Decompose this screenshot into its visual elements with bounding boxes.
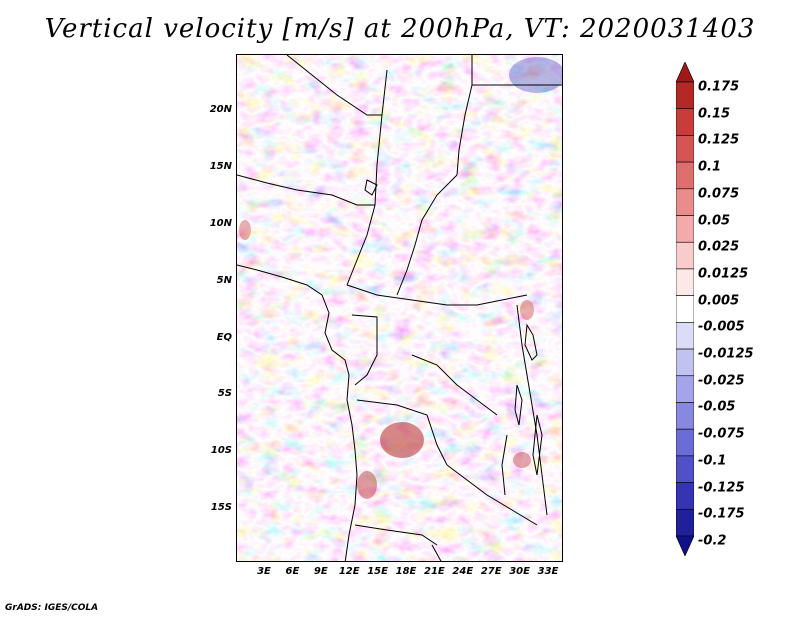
lat-label: 5S xyxy=(217,388,232,399)
convection-core xyxy=(513,452,531,468)
colorbar-swatch xyxy=(676,268,694,296)
lon-label: 6E xyxy=(285,566,300,577)
country-border xyxy=(501,434,508,496)
colorbar-tick-label: 0.1 xyxy=(698,159,722,175)
lon-label: 9E xyxy=(313,566,328,577)
boundaries xyxy=(237,55,562,561)
colorbar-tick-label: -0.2 xyxy=(698,533,727,549)
lon-label: 3E xyxy=(257,566,271,577)
colorbar xyxy=(676,62,694,556)
colorbar-tick-label: 0.075 xyxy=(698,186,740,202)
colorbar-tick-label: -0.005 xyxy=(698,319,745,335)
colorbar-swatch xyxy=(676,402,694,430)
colorbar-tick-label: 0.05 xyxy=(698,213,731,229)
country-border xyxy=(237,174,375,206)
lon-label: 12E xyxy=(338,566,360,577)
convection-core xyxy=(239,220,251,240)
lat-label: 10S xyxy=(210,445,232,456)
colorbar-tick-label: 0.0125 xyxy=(698,266,749,282)
country-border xyxy=(286,55,382,116)
colorbar-tick-label: -0.05 xyxy=(698,399,736,415)
lat-label: 15S xyxy=(210,502,232,513)
lat-label: 5N xyxy=(216,275,232,286)
field-background xyxy=(237,55,562,561)
colorbar-swatch xyxy=(676,322,694,350)
map-panel[interactable] xyxy=(236,54,563,562)
coastline xyxy=(237,264,358,561)
colorbar-swatch xyxy=(676,215,694,243)
country-border xyxy=(356,399,448,466)
colorbar-tick-label: 0.175 xyxy=(698,79,740,95)
country-border xyxy=(346,284,528,306)
lon-label: 21E xyxy=(424,566,445,577)
colorbar-tick-label: 0.15 xyxy=(698,106,731,122)
colorbar-swatch xyxy=(676,508,694,537)
colorbar-tick-label: -0.0125 xyxy=(698,346,754,362)
colorbar-tick-label: 0.025 xyxy=(698,239,740,255)
colorbar-tick-label: 0.005 xyxy=(698,293,740,309)
country-border xyxy=(351,314,378,386)
lon-label: 30E xyxy=(509,566,530,577)
lake-outline xyxy=(364,179,378,196)
colorbar-swatch xyxy=(676,241,694,270)
lake-outline xyxy=(532,414,543,476)
lon-label: 15E xyxy=(367,566,388,577)
colorbar-tick-label: -0.025 xyxy=(698,373,745,389)
colorbar-swatch xyxy=(676,535,694,556)
colorbar-tick-label: -0.125 xyxy=(698,480,745,496)
colorbar-swatch xyxy=(676,428,694,457)
convection-core xyxy=(380,422,424,458)
lake-outline xyxy=(514,384,523,426)
colorbar-swatch xyxy=(676,188,694,216)
colorbar-swatch xyxy=(676,161,694,190)
colorbar-tick-label: -0.075 xyxy=(698,426,745,442)
lat-label: EQ xyxy=(216,332,232,343)
country-border xyxy=(411,354,498,416)
lake-outline xyxy=(524,323,538,361)
colorbar-swatch xyxy=(676,135,694,163)
colorbar-swatch xyxy=(676,455,694,483)
colorbar-swatch xyxy=(676,348,694,377)
colorbar-swatch xyxy=(676,108,694,136)
country-border xyxy=(446,464,538,526)
convection-core xyxy=(520,300,534,320)
country-border xyxy=(516,304,548,516)
colorbar-swatch xyxy=(676,62,694,83)
lon-label: 33E xyxy=(537,566,559,577)
lat-label: 15N xyxy=(209,161,232,172)
colorbar-tick-label: 0.125 xyxy=(698,132,740,148)
country-border xyxy=(456,55,473,176)
colorbar-swatch xyxy=(676,295,694,323)
lon-label: 27E xyxy=(480,566,502,577)
country-border xyxy=(354,524,438,546)
vertical-velocity-field xyxy=(237,55,562,561)
convection-core xyxy=(509,57,562,93)
colorbar-swatch xyxy=(676,81,694,110)
country-border xyxy=(396,174,458,296)
colorbar-tick-label: -0.175 xyxy=(698,506,745,522)
convection-core xyxy=(357,471,377,499)
map-title: Vertical velocity [m/s] at 200hPa, VT: 2… xyxy=(44,14,756,44)
lon-label: 18E xyxy=(395,566,417,577)
colorbar-swatch xyxy=(676,482,694,510)
country-border xyxy=(431,544,442,561)
lat-label: 20N xyxy=(209,104,232,115)
lat-label: 10N xyxy=(209,218,232,229)
footer-credit: GrADS: IGES/COLA xyxy=(5,603,99,613)
colorbar-swatch xyxy=(676,375,694,403)
colorbar-tick-label: -0.1 xyxy=(698,453,727,469)
lon-label: 24E xyxy=(452,566,474,577)
